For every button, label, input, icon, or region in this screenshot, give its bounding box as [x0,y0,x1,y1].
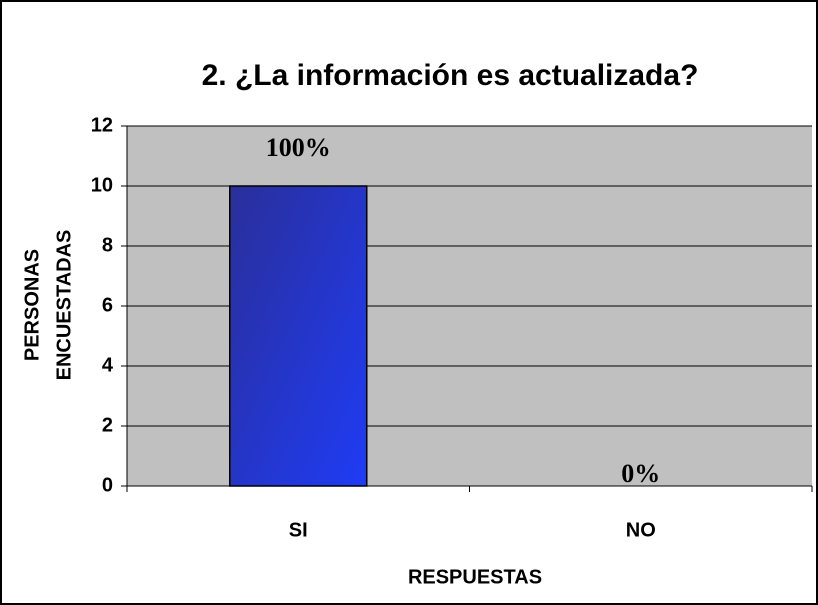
bar [229,185,368,487]
x-tick-label: SI [289,519,308,541]
y-tick-label: 10 [91,174,113,196]
value-label: 100% [266,133,331,162]
y-axis-label: PERSONAS [21,249,43,361]
x-axis-label: RESPUESTAS [408,566,542,588]
y-tick-label: 0 [102,474,113,496]
y-tick-label: 2 [102,414,113,436]
y-tick-label: 4 [102,354,114,376]
y-axis-label: ENCUESTADAS [53,230,75,381]
value-label: 0% [621,459,660,488]
x-tick-label: NO [626,519,656,541]
chart-title: 2. ¿La información es actualizada? [202,59,699,92]
y-tick-label: 12 [91,114,113,136]
y-tick-label: 8 [102,234,113,256]
y-tick-label: 6 [102,294,113,316]
